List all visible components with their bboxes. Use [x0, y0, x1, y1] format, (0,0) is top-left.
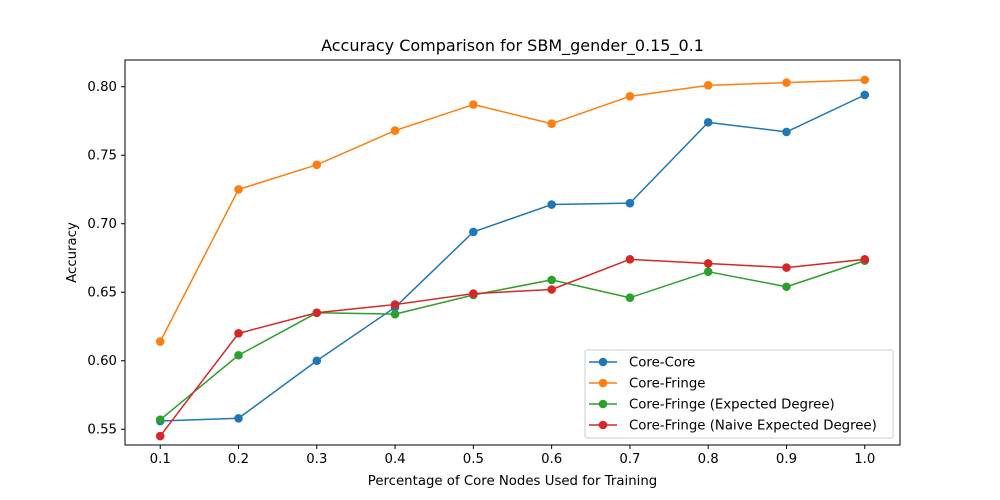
data-point — [390, 309, 400, 319]
data-point — [234, 185, 243, 194]
data-point — [469, 289, 478, 298]
data-point — [312, 160, 322, 170]
series-layer — [155, 75, 870, 441]
legend-item-1: Core-Core — [589, 356, 695, 371]
data-point — [234, 413, 243, 423]
x-tick-label: 0.5 — [463, 452, 484, 467]
series-line — [159, 79, 866, 343]
data-point — [703, 259, 713, 268]
legend-marker — [598, 399, 608, 409]
data-point — [703, 118, 713, 127]
legend-label: Core-Fringe — [629, 377, 705, 392]
x-tick-label: 0.2 — [228, 452, 249, 467]
data-point — [469, 227, 478, 237]
data-point — [625, 92, 635, 101]
data-point — [155, 431, 165, 441]
y-tick-label: 0.80 — [87, 80, 117, 95]
y-tick-label: 0.70 — [87, 217, 117, 232]
data-point — [390, 300, 400, 309]
x-tick-label: 0.3 — [306, 452, 327, 467]
data-point — [782, 78, 791, 87]
data-point — [234, 329, 243, 338]
y-axis-label: Accuracy — [65, 222, 80, 283]
series-line — [159, 259, 866, 421]
chart-title: Accuracy Comparison for SBM_gender_0.15_… — [321, 36, 704, 56]
data-point — [625, 255, 635, 264]
y-tick-label: 0.60 — [87, 354, 117, 369]
data-point — [547, 119, 556, 129]
data-point — [860, 75, 870, 85]
legend-label: Core-Fringe (Expected Degree) — [629, 398, 835, 413]
data-point — [312, 356, 322, 366]
data-point — [547, 200, 556, 209]
x-tick-label: 0.7 — [619, 452, 640, 467]
x-tick-label: 0.6 — [541, 452, 562, 467]
x-axis: 0.1 0.2 0.3 0.4 0.5 0.6 0.7 0.8 0.9 1.0 — [150, 445, 875, 467]
x-tick-label: 0.4 — [384, 452, 405, 467]
legend-label: Core-Fringe (Naive Expected Degree) — [629, 419, 877, 434]
y-tick-label: 0.65 — [87, 286, 117, 301]
data-point — [703, 267, 713, 276]
legend-marker — [598, 357, 608, 367]
series-line — [159, 258, 866, 438]
data-point — [703, 81, 713, 90]
data-point — [782, 282, 791, 292]
data-point — [234, 350, 243, 360]
data-point — [547, 275, 556, 285]
plot-area — [124, 59, 901, 446]
y-tick-label: 0.75 — [87, 149, 117, 164]
series-4 — [155, 255, 870, 441]
y-tick-label: 0.55 — [87, 423, 117, 438]
data-point — [625, 293, 635, 303]
legend-marker — [598, 420, 608, 430]
x-tick-label: 0.8 — [698, 452, 719, 467]
data-point — [547, 285, 556, 294]
x-tick-label: 0.1 — [150, 452, 171, 467]
x-tick-label: 0.9 — [776, 452, 797, 467]
data-point — [860, 255, 870, 264]
x-tick-label: 1.0 — [854, 452, 875, 467]
data-point — [155, 415, 165, 424]
data-point — [390, 126, 400, 135]
data-point — [782, 263, 791, 272]
legend-marker — [598, 378, 608, 388]
plot-frame — [124, 59, 901, 446]
data-point — [782, 127, 791, 137]
legend-label: Core-Core — [629, 356, 695, 371]
data-point — [625, 198, 635, 208]
series-2 — [155, 75, 870, 346]
data-point — [860, 90, 870, 100]
x-axis-label: Percentage of Core Nodes Used for Traini… — [368, 474, 657, 489]
legend-frame — [584, 349, 894, 439]
legend: Core-Core Core-Fringe Core-Fringe (Expecte… — [584, 349, 894, 439]
data-point — [469, 100, 478, 109]
legend-item-4: Core-Fringe (Naive Expected Degree) — [589, 419, 877, 434]
legend-item-2: Core-Fringe — [589, 377, 705, 392]
y-axis: 0.55 0.60 0.65 0.70 0.75 0.80 — [87, 80, 125, 438]
data-point — [155, 337, 165, 346]
data-point — [312, 308, 322, 318]
legend-item-3: Core-Fringe (Expected Degree) — [589, 398, 835, 413]
series-line — [159, 93, 866, 422]
